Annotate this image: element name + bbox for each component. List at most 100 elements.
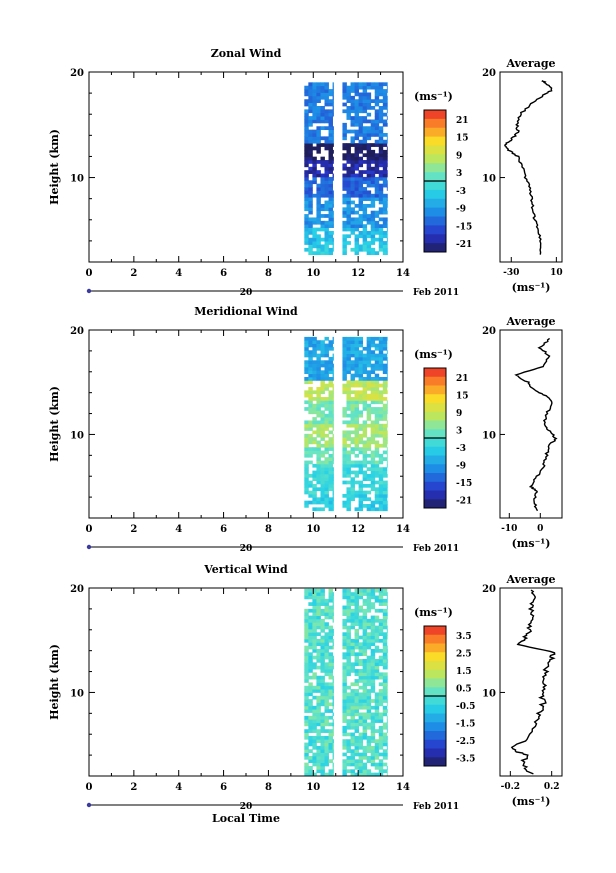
colorbar-segment	[424, 145, 446, 155]
heatmap-cell	[362, 176, 368, 181]
heatmap-cell	[304, 672, 309, 677]
heatmap-cell	[386, 440, 388, 445]
heatmap-cell	[378, 417, 384, 421]
heatmap-cell	[366, 143, 372, 147]
heatmap-cell	[366, 99, 372, 104]
heatmap-cell	[304, 353, 309, 358]
heatmap-cell	[370, 247, 376, 252]
heatmap-cell	[366, 682, 372, 687]
heatmap-cell	[358, 230, 364, 235]
heatmap-cell	[324, 490, 329, 495]
heatmap-cell	[304, 719, 309, 723]
heatmap-cell	[332, 480, 334, 485]
heatmap-cell	[382, 655, 388, 660]
heatmap-cell	[382, 112, 388, 117]
heatmap-cell	[362, 632, 368, 637]
heatmap-cell	[350, 89, 355, 93]
heatmap-cell	[308, 251, 313, 256]
heatmap-cell	[378, 400, 384, 405]
heatmap-cell	[346, 112, 351, 117]
heatmap-cell	[304, 193, 309, 198]
heatmap-cell	[320, 220, 325, 225]
heatmap-cell	[332, 102, 334, 107]
heatmap-cell	[316, 160, 321, 164]
heatmap-cell	[366, 483, 372, 488]
heatmap-cell	[304, 340, 309, 344]
heatmap-cell	[354, 749, 359, 754]
heatmap-cell	[304, 370, 309, 375]
heatmap-cell	[316, 109, 321, 114]
heatmap-cell	[382, 390, 388, 395]
heatmap-cell	[362, 193, 368, 198]
heatmap-cell	[308, 588, 313, 593]
heatmap-cell	[358, 176, 364, 181]
heatmap-cell	[374, 632, 380, 637]
heatmap-cell	[378, 200, 384, 205]
heatmap-cell	[328, 149, 333, 154]
heatmap-cell	[350, 483, 355, 488]
heatmap-cell	[350, 343, 355, 348]
heatmap-cell	[304, 447, 309, 451]
heatmap-cell	[328, 739, 333, 743]
x-tick-label: 0	[86, 782, 93, 793]
y-tick-label: 20	[70, 326, 84, 337]
heatmap-cell	[346, 769, 351, 774]
heatmap-cell	[350, 129, 355, 134]
heatmap-cell	[332, 387, 334, 391]
heatmap-cell	[382, 230, 388, 235]
profile-frame	[499, 587, 563, 777]
heatmap-cell	[378, 105, 384, 110]
heatmap-cell	[346, 638, 351, 643]
heatmap-cell	[328, 423, 333, 428]
heatmap-cell	[374, 116, 380, 120]
heatmap-cell	[358, 193, 364, 198]
heatmap-cell	[342, 695, 347, 700]
heatmap-cell	[346, 632, 351, 637]
heatmap-cell	[386, 85, 388, 90]
heatmap-cell	[332, 99, 334, 104]
heatmap-cell	[304, 227, 309, 232]
heatmap-cell	[328, 682, 333, 687]
heatmap-cell	[382, 679, 388, 683]
heatmap-cell	[304, 618, 309, 623]
heatmap-cell	[308, 689, 313, 693]
average-title: Average	[505, 573, 555, 586]
heatmap-cell	[346, 612, 351, 616]
heatmap-cell	[332, 487, 334, 492]
heatmap-cell	[320, 176, 325, 181]
profile-unit: (ms⁻¹)	[512, 795, 551, 808]
heatmap-cell	[342, 163, 347, 168]
heatmap-cell	[358, 116, 364, 120]
heatmap-cell	[382, 105, 388, 110]
heatmap-cell	[354, 153, 359, 158]
heatmap-cell	[358, 360, 364, 365]
heatmap-cell	[328, 665, 333, 670]
heatmap-cell	[312, 437, 317, 441]
heatmap-cell	[324, 477, 329, 482]
heatmap-cell	[316, 467, 321, 471]
heatmap-cell	[324, 234, 329, 239]
heatmap-cell	[328, 146, 333, 151]
heatmap-cell	[342, 413, 347, 418]
heatmap-cell	[382, 490, 388, 495]
heatmap-cell	[382, 483, 388, 488]
heatmap-cell	[312, 234, 317, 239]
heatmap-cell	[320, 722, 325, 727]
heatmap-cell	[350, 156, 355, 161]
heatmap-cell	[342, 350, 347, 355]
heatmap-cell	[382, 89, 388, 93]
heatmap-cell	[332, 370, 334, 375]
heatmap-cell	[358, 722, 364, 727]
heatmap-cell	[370, 133, 376, 137]
heatmap-cell	[324, 102, 329, 107]
heatmap-cell	[370, 679, 376, 683]
colorbar-tick-label: 21	[456, 116, 469, 126]
heatmap-cell	[374, 220, 380, 225]
heatmap-cell	[386, 483, 388, 488]
heatmap-cell	[350, 420, 355, 425]
heatmap-cell	[324, 443, 329, 448]
heatmap-cell	[324, 373, 329, 378]
heatmap-cell	[308, 450, 313, 455]
heatmap-cell	[328, 163, 333, 168]
heatmap-cell	[316, 755, 321, 760]
